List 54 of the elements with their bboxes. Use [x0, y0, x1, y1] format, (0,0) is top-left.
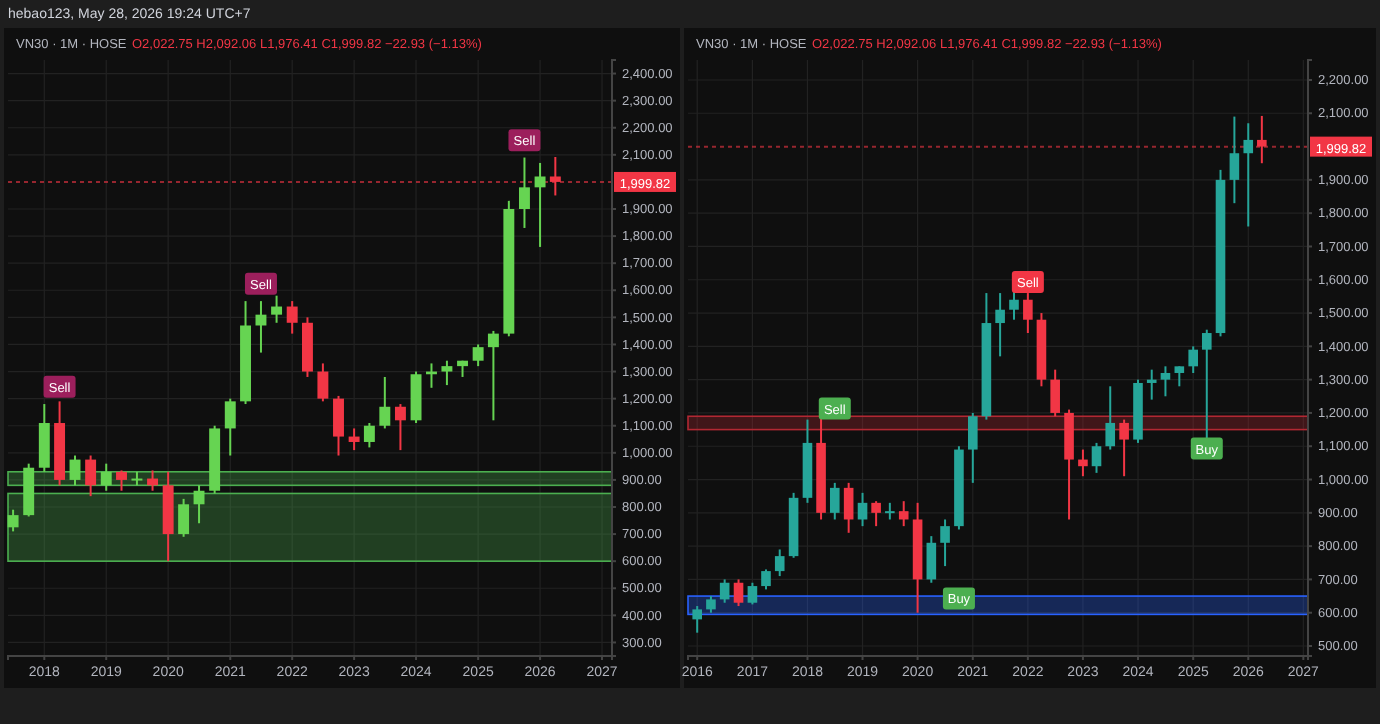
- candlestick: [1064, 408, 1074, 521]
- candlestick: [193, 484, 205, 525]
- candlestick: [857, 491, 868, 528]
- candlestick: [116, 469, 127, 492]
- candlestick: [379, 375, 391, 430]
- candlestick: [363, 422, 375, 449]
- candlestick: [1229, 115, 1240, 205]
- candlestick: [747, 581, 758, 606]
- candlestick: [940, 518, 950, 568]
- candlestick: [441, 359, 453, 387]
- candlestick: [100, 462, 112, 492]
- candlestick: [1119, 418, 1129, 478]
- candlestick: [333, 394, 344, 457]
- candlestick: [1201, 328, 1212, 441]
- candlestick: [317, 362, 329, 403]
- candlestick: [1243, 122, 1254, 228]
- candlestick: [286, 300, 298, 335]
- candlestick: [271, 294, 283, 324]
- candlestick: [1078, 448, 1088, 478]
- candlestick: [829, 481, 840, 521]
- candlestick: [692, 605, 703, 634]
- candlestick: [69, 454, 81, 487]
- candlestick: [23, 462, 35, 518]
- candlestick: [733, 578, 744, 608]
- candlestick: [472, 343, 484, 368]
- candlestick: [968, 411, 978, 484]
- candlestick: [410, 370, 422, 425]
- candlestick: [394, 403, 406, 452]
- candlestick: [774, 548, 785, 578]
- candlestick: [1146, 368, 1157, 401]
- candlestick: [1257, 114, 1267, 165]
- candlestick: [224, 397, 236, 457]
- candlestick: [1091, 441, 1102, 474]
- candlestick: [534, 161, 546, 248]
- candlestick: [761, 568, 771, 591]
- candlestick: [7, 508, 19, 533]
- candlestick: [1050, 368, 1060, 418]
- candlestick: [871, 500, 881, 528]
- candlestick: [1105, 385, 1116, 451]
- candlestick: [719, 578, 730, 604]
- candlestick: [518, 156, 530, 229]
- candlestick: [487, 329, 499, 422]
- candlestick: [38, 403, 50, 473]
- candlestick: [843, 481, 854, 534]
- candlestick: [178, 497, 190, 538]
- candlestick: [1174, 365, 1185, 388]
- candlestick: [1160, 365, 1171, 398]
- candlestick: [549, 155, 561, 197]
- candlestick: [1188, 345, 1199, 374]
- candlestick: [995, 292, 1005, 358]
- candlestick: [85, 454, 97, 498]
- candlestick: [348, 427, 360, 452]
- candlestick: [926, 535, 937, 584]
- candlestick: [898, 500, 909, 528]
